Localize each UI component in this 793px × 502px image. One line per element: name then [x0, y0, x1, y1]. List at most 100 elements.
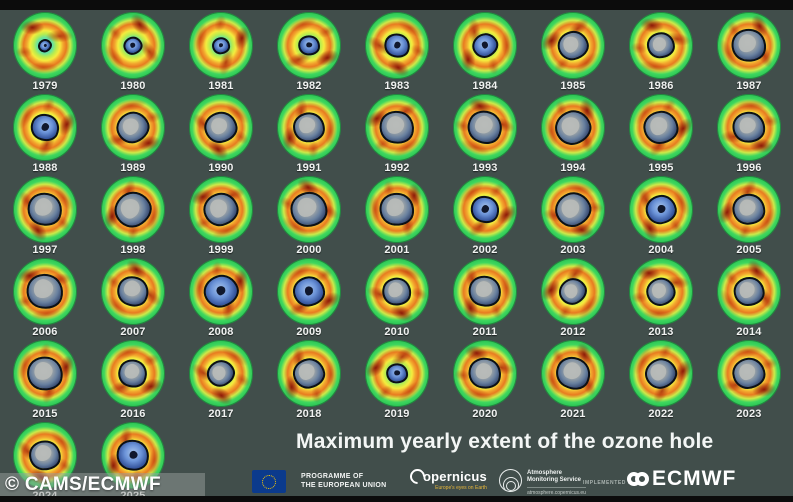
- year-label: 2002: [472, 244, 498, 256]
- copernicus-tagline: Europe's eyes on Earth: [435, 485, 487, 491]
- ozone-map: [272, 92, 346, 163]
- ozone-map: [273, 339, 345, 408]
- ozone-panel-1994: 1994: [529, 87, 617, 174]
- ozone-map: [352, 82, 442, 173]
- year-label: 1983: [384, 80, 410, 92]
- ozone-map: [263, 163, 355, 256]
- ozone-panel-1985: 1985: [526, 0, 620, 92]
- ozone-panel-2007: 2007: [86, 245, 180, 338]
- ozone-panel-2020: 2020: [441, 333, 529, 420]
- ozone-map: [526, 0, 620, 92]
- ams-url: atmosphere.copernicus.eu: [527, 487, 586, 496]
- ozone-panel-2012: 2012: [526, 245, 620, 338]
- ozone-panel-2014: 2014: [703, 246, 793, 338]
- top-letterbox-bar: [0, 0, 793, 10]
- year-label: 2017: [208, 408, 234, 420]
- year-label: 1995: [648, 162, 674, 174]
- year-label: 2022: [648, 408, 674, 420]
- year-label: 1989: [120, 162, 146, 174]
- ozone-map: [86, 245, 180, 338]
- ozone-panel-2000: 2000: [263, 163, 355, 256]
- ozone-map: [264, 246, 354, 337]
- year-label: 2019: [384, 408, 410, 420]
- ecmwf-logo: ECMWF: [627, 467, 736, 491]
- chart-title: Maximum yearly extent of the ozone hole: [296, 430, 714, 453]
- year-label: 2009: [296, 326, 322, 338]
- ozone-panel-2005: 2005: [704, 165, 793, 256]
- ozone-map: [623, 6, 699, 85]
- bottom-letterbox-bar: [0, 496, 793, 502]
- ozone-panel-2004: 2004: [617, 166, 705, 256]
- ozone-map: [3, 332, 87, 415]
- ozone-panel-1980: 1980: [86, 0, 180, 92]
- ozone-panel-1993: 1993: [441, 84, 529, 174]
- year-label: 2011: [472, 326, 498, 338]
- ozone-panel-1988: 1988: [0, 83, 90, 174]
- year-label: 2014: [736, 326, 762, 338]
- year-label: 1986: [648, 80, 674, 92]
- ozone-map: [704, 2, 793, 89]
- ozone-panel-1996: 1996: [705, 92, 793, 174]
- year-label: 2003: [560, 244, 586, 256]
- ozone-map: [179, 167, 263, 252]
- ozone-map: [8, 253, 82, 330]
- ozone-panel-2002: 2002: [438, 163, 532, 256]
- grid-row: 2006 2007 2008 2009 2010 2011 2012 2013 2014: [0, 245, 793, 338]
- ozone-hole: [385, 362, 409, 384]
- year-label: 2001: [384, 244, 410, 256]
- ozone-panel-1992: 1992: [352, 82, 442, 174]
- ozone-map: [446, 333, 524, 414]
- watermark-band: [0, 473, 205, 496]
- year-label: 2020: [472, 408, 498, 420]
- ozone-panel-2017: 2017: [175, 327, 267, 420]
- year-label: 1990: [208, 162, 234, 174]
- ams-line1: Atmosphere: [527, 470, 563, 476]
- atmosphere-monitoring-service-logo: Atmosphere Monitoring Service atmosphere…: [499, 469, 586, 496]
- ozone-map: [716, 93, 782, 162]
- ozone-map: [442, 84, 528, 171]
- year-label: 2000: [296, 244, 322, 256]
- year-label: 2008: [208, 326, 234, 338]
- year-label: 1997: [32, 244, 58, 256]
- year-label: 1991: [296, 162, 322, 174]
- ams-line2: Monitoring Service: [527, 477, 582, 483]
- ozone-panel-1999: 1999: [177, 167, 265, 256]
- ozone-panel-1998: 1998: [89, 169, 177, 256]
- ozone-panel-1987: 1987: [704, 2, 793, 92]
- year-label: 1985: [560, 80, 586, 92]
- ozone-map: [617, 166, 705, 253]
- ozone-map: [183, 255, 259, 328]
- ozone-panel-1990: 1990: [174, 81, 268, 174]
- year-label: 1988: [32, 162, 58, 174]
- year-label: 1999: [208, 244, 234, 256]
- year-label: 2013: [648, 326, 674, 338]
- ozone-map: [174, 81, 268, 174]
- ozone-panel-1989: 1989: [89, 88, 177, 174]
- year-label: 2021: [560, 408, 586, 420]
- ozone-panel-1979: 1979: [1, 10, 89, 92]
- ozone-panel-2009: 2009: [264, 246, 354, 338]
- ozone-map: [91, 169, 175, 250]
- eu-stars-icon: [262, 474, 276, 489]
- ozone-map: [0, 163, 91, 256]
- ozone-map: [616, 329, 706, 418]
- ozone-map: [354, 248, 440, 335]
- ozone-panel-2016: 2016: [89, 331, 177, 420]
- year-label: 1982: [296, 80, 322, 92]
- ozone-panel-1984: 1984: [441, 10, 529, 92]
- ozone-map: [175, 327, 267, 420]
- ecmwf-rings-icon: [627, 472, 649, 486]
- ozone-map: [361, 175, 433, 244]
- ozone-hole: [290, 191, 328, 227]
- eu-programme-line2: THE EUROPEAN UNION: [301, 482, 387, 489]
- ozone-panel-2001: 2001: [353, 174, 441, 256]
- year-label: 1993: [472, 162, 498, 174]
- ozone-map: [352, 0, 442, 91]
- copernicus-logo: opernicus Europe's eyes on Earth: [406, 465, 487, 491]
- ozone-map: [534, 170, 612, 249]
- ozone-panel-2015: 2015: [1, 332, 89, 420]
- year-label: 2006: [32, 326, 58, 338]
- ozone-map: [95, 88, 171, 167]
